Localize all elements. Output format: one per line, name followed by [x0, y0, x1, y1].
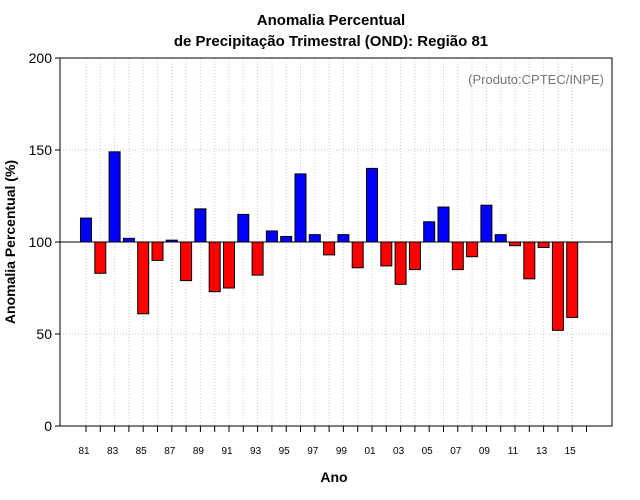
bar-94 [265, 230, 278, 243]
bar-82 [94, 241, 107, 274]
x-tick-label: 89 [193, 446, 205, 457]
x-tick-label: 91 [221, 446, 233, 457]
x-tick-label: 81 [78, 446, 90, 457]
x-tick-label: 83 [107, 446, 119, 457]
y-tick-label: 0 [44, 418, 52, 434]
x-tick-label: 95 [279, 446, 291, 457]
x-tick-label: 93 [250, 446, 262, 457]
bar-series [80, 151, 579, 331]
bar-09 [480, 204, 493, 243]
bar-00 [351, 241, 364, 269]
x-tick-label: 03 [393, 446, 405, 457]
bar-01 [366, 167, 378, 243]
bar-06 [437, 206, 450, 243]
bar-96 [294, 173, 307, 243]
bar-11 [509, 241, 521, 247]
product-annotation: (Produto:CPTEC/INPE) [468, 72, 604, 87]
bar-10 [494, 234, 507, 243]
x-tick-label: 15 [565, 446, 577, 457]
bar-08 [466, 241, 479, 258]
bar-14 [551, 241, 564, 331]
y-axis-title: Anomalia Percentual (%) [2, 160, 18, 324]
x-tick-label: 05 [422, 446, 434, 457]
bar-02 [380, 241, 393, 267]
x-tick-label: 01 [364, 446, 376, 457]
bar-15 [566, 241, 579, 318]
bar-07 [451, 241, 464, 271]
y-tick-label: 200 [29, 50, 53, 66]
x-tick-label: 09 [479, 446, 491, 457]
bar-91 [223, 241, 235, 289]
bar-85 [137, 241, 150, 315]
bar-83 [108, 151, 121, 243]
x-tick-label: 13 [536, 446, 548, 457]
x-tick-label: 97 [307, 446, 319, 457]
chart-title-line2: de Precipitação Trimestral (OND): Região… [174, 33, 488, 50]
bar-90 [208, 241, 221, 293]
bar-99 [337, 234, 350, 243]
x-tick-label: 07 [450, 446, 462, 457]
x-axis-title: Ano [320, 469, 347, 485]
x-tick-label: 11 [508, 446, 519, 457]
bar-03 [394, 241, 407, 285]
y-tick-label: 100 [29, 234, 53, 250]
x-axis: 81 83 85 87 89 91 93 95 97 99 01 03 05 07 09 11 13 15 [78, 426, 587, 457]
bar-86 [151, 241, 164, 261]
bar-97 [308, 234, 321, 243]
bar-13 [537, 241, 550, 249]
bar-81 [80, 217, 92, 243]
bar-05 [423, 221, 436, 243]
bar-88 [180, 241, 193, 282]
bar-98 [323, 241, 336, 256]
chart-title-line1: Anomalia Percentual [257, 12, 405, 29]
bar-93 [251, 241, 264, 276]
x-tick-label: 87 [164, 446, 176, 457]
x-tick-label: 85 [136, 446, 148, 457]
y-axis: 0 50 100 150 200 [29, 50, 60, 434]
y-tick-label: 50 [36, 326, 52, 342]
bar-95 [280, 235, 293, 243]
x-tick-label: 99 [336, 446, 348, 457]
bar-84 [122, 237, 135, 243]
bar-12 [523, 241, 536, 280]
bar-89 [194, 208, 207, 243]
bar-04 [408, 241, 421, 271]
bar-92 [237, 213, 250, 243]
y-tick-label: 150 [29, 142, 53, 158]
